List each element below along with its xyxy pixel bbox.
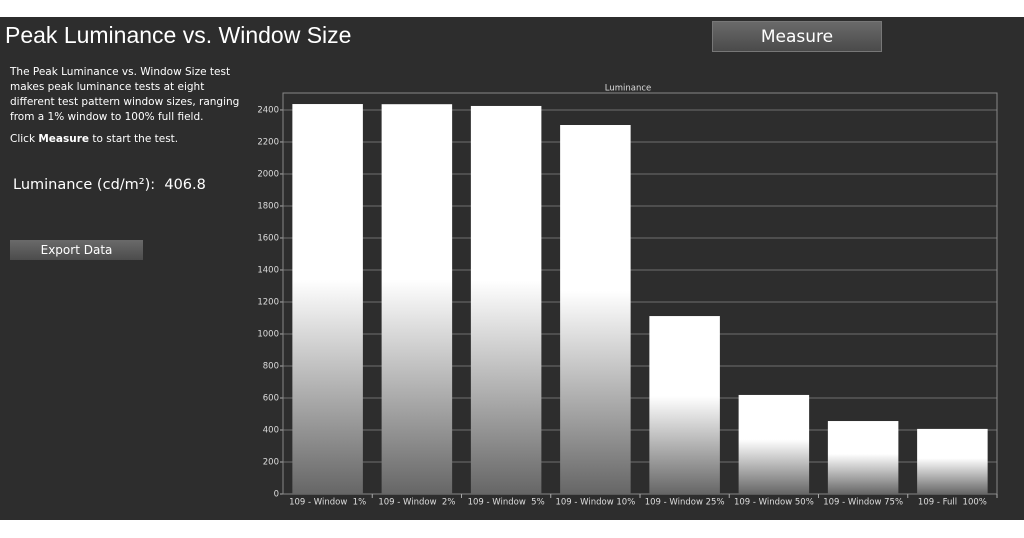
instruction: Click Measure to start the test. [10, 133, 178, 145]
y-tick-label: 1200 [257, 297, 279, 307]
chart-title: Luminance [605, 84, 652, 94]
y-tick-label: 1400 [257, 265, 279, 275]
instruction-text: Click [10, 133, 39, 145]
instruction-bold: Measure [38, 133, 90, 145]
x-tick-label: 109 - Window 50% [734, 498, 814, 508]
y-tick-label: 1600 [257, 233, 279, 243]
y-tick-label: 800 [263, 361, 279, 371]
bar [560, 125, 631, 495]
x-tick-label: 109 - Window 1% [289, 498, 366, 508]
y-tick-label: 1000 [257, 329, 279, 339]
x-tick-label: 109 - Window 75% [823, 498, 903, 508]
readout-label: Luminance (cd/m²): [13, 177, 156, 193]
y-tick-label: 1800 [257, 201, 279, 211]
y-tick-label: 2200 [257, 137, 279, 147]
instruction-text: to start the test. [89, 133, 179, 145]
y-tick-label: 400 [263, 425, 279, 435]
y-tick-label: 200 [263, 457, 279, 467]
bar [827, 421, 899, 494]
x-tick-label: 109 - Window 2% [378, 498, 455, 508]
x-tick-label: 109 - Full 100% [918, 498, 987, 508]
bar [738, 394, 810, 494]
y-tick-label: 2400 [257, 105, 279, 115]
bar [381, 104, 453, 495]
x-tick-label: 109 - Window 5% [468, 498, 545, 508]
readout-value: 406.8 [164, 177, 206, 193]
bar [292, 104, 363, 494]
readout: Luminance (cd/m²): 406.8 [13, 177, 206, 193]
bar [917, 428, 988, 494]
export-button[interactable]: Export Data [10, 240, 143, 260]
bar [649, 316, 720, 494]
page-title: Peak Luminance vs. Window Size [5, 22, 352, 48]
description: The Peak Luminance vs. Window Size test … [10, 66, 240, 123]
bar [470, 105, 542, 494]
measure-button[interactable]: Measure [712, 21, 882, 52]
x-tick-label: 109 - Window 25% [645, 498, 725, 508]
y-tick-label: 0 [274, 490, 279, 500]
y-tick-label: 600 [263, 393, 279, 403]
x-tick-label: 109 - Window 10% [555, 498, 635, 508]
y-tick-label: 2000 [257, 169, 279, 179]
